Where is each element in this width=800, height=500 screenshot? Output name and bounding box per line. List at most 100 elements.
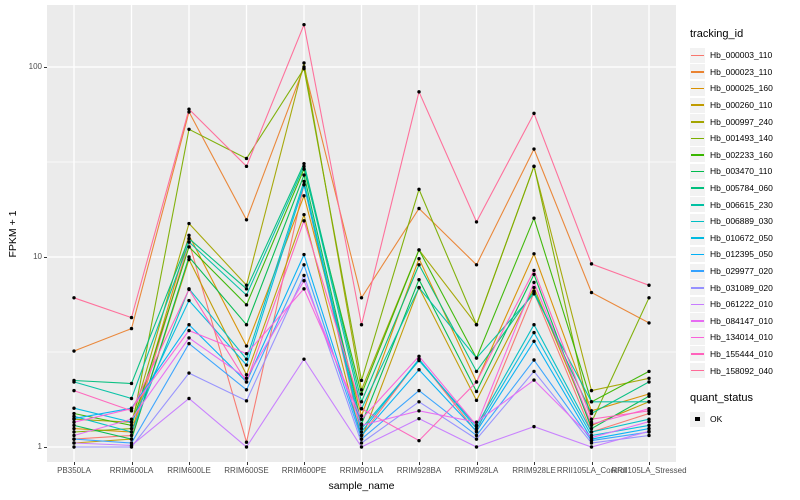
- data-point: [72, 437, 76, 441]
- data-point: [302, 173, 306, 177]
- data-point: [72, 441, 76, 445]
- y-tick-label-100: 100: [28, 62, 42, 71]
- legend-key-line-icon: [690, 180, 705, 196]
- data-point: [359, 437, 364, 441]
- legend-key-line-icon: [690, 147, 705, 163]
- data-point: [244, 440, 249, 444]
- data-point: [589, 411, 594, 416]
- data-point: [359, 433, 364, 438]
- quant-status-items: OK: [690, 411, 800, 428]
- legend-item-Hb_006615_230: Hb_006615_230: [690, 196, 800, 213]
- data-point: [647, 429, 651, 433]
- data-point: [302, 167, 306, 171]
- x-tick-mark: [476, 462, 478, 465]
- legend-line-swatch: [691, 336, 704, 339]
- x-tick-mark: [189, 462, 190, 465]
- y-tick-label-10: 10: [33, 252, 42, 261]
- data-point: [647, 411, 651, 416]
- data-point: [359, 388, 364, 392]
- data-point: [129, 409, 134, 413]
- legend-item-label: Hb_061222_010: [710, 299, 773, 310]
- legend-key-line-icon: [690, 296, 705, 312]
- data-point: [302, 164, 306, 169]
- data-point: [187, 233, 191, 238]
- legend-item-label: Hb_000260_110: [710, 100, 773, 111]
- data-point: [72, 423, 76, 428]
- data-point: [129, 381, 134, 386]
- legend-line-swatch: [691, 286, 704, 289]
- data-point: [474, 323, 479, 327]
- data-point: [302, 161, 306, 166]
- data-point: [417, 285, 421, 290]
- data-point: [532, 339, 536, 344]
- data-point: [647, 376, 651, 380]
- black-point-swatch: [695, 416, 700, 422]
- data-point: [244, 373, 249, 377]
- data-point: [359, 430, 364, 434]
- x-tick-mark: [304, 462, 305, 465]
- data-point: [72, 349, 76, 353]
- data-point: [589, 445, 594, 449]
- quant-status-item-OK: OK: [690, 411, 800, 428]
- data-point: [302, 61, 306, 65]
- legend-item-label: Hb_000997_240: [710, 116, 773, 127]
- data-point: [187, 396, 191, 401]
- data-point: [244, 445, 249, 449]
- data-point: [359, 378, 364, 383]
- data-point: [244, 293, 249, 297]
- data-point: [187, 328, 191, 333]
- data-point: [187, 255, 191, 259]
- data-point: [474, 220, 479, 224]
- data-point: [72, 430, 76, 434]
- data-point: [187, 336, 191, 340]
- legend-item-Hb_084147_010: Hb_084147_010: [690, 313, 800, 330]
- data-point: [359, 417, 364, 421]
- data-point: [302, 279, 306, 283]
- legend-item-Hb_012395_050: Hb_012395_050: [690, 246, 800, 263]
- data-point: [532, 424, 536, 429]
- data-point: [417, 388, 421, 393]
- y-tick-label-1: 1: [37, 442, 42, 451]
- data-point: [244, 164, 249, 169]
- data-point: [532, 323, 536, 327]
- data-point: [417, 400, 421, 404]
- data-point: [129, 396, 134, 401]
- data-point: [359, 407, 364, 411]
- data-point: [647, 283, 651, 287]
- data-point: [474, 380, 479, 384]
- legend-line-swatch: [691, 120, 704, 123]
- legend-line-swatch: [691, 303, 704, 306]
- data-point: [359, 400, 364, 404]
- data-point: [72, 388, 76, 393]
- data-point: [474, 426, 479, 431]
- legend-item-label: Hb_006615_230: [710, 199, 773, 210]
- data-point: [72, 420, 76, 424]
- legend-item-Hb_000260_110: Hb_000260_110: [690, 97, 800, 114]
- data-point: [532, 285, 536, 290]
- legend-line-swatch: [691, 320, 704, 322]
- legend-item-label: Hb_010672_050: [710, 232, 773, 243]
- data-point: [359, 392, 364, 396]
- legend-key-line-icon: [690, 197, 705, 213]
- data-point: [532, 358, 536, 362]
- data-point: [187, 323, 191, 327]
- data-point: [647, 409, 651, 413]
- legend-item-label: Hb_029977_020: [710, 266, 773, 277]
- data-point: [589, 400, 594, 404]
- x-tick-mark: [361, 462, 363, 465]
- legend-item-Hb_005784_060: Hb_005784_060: [690, 180, 800, 197]
- data-point: [187, 287, 191, 292]
- legend-item-label: Hb_134014_010: [710, 332, 773, 343]
- legend-key-line-icon: [690, 329, 705, 345]
- legend-item-Hb_000023_110: Hb_000023_110: [690, 64, 800, 81]
- legend-key-line-icon: [690, 64, 705, 80]
- data-point: [417, 90, 421, 94]
- legend-item-label: Hb_158092_040: [710, 365, 773, 376]
- data-point: [532, 378, 536, 382]
- legend-item-label: Hb_001493_140: [710, 133, 773, 144]
- x-axis-title: sample_name: [328, 480, 395, 492]
- x-tick-mark: [649, 462, 650, 465]
- x-tick-label-RRIM928BA: RRIM928BA: [396, 466, 442, 475]
- legend-item-label: Hb_000023_110: [710, 66, 773, 77]
- data-point: [244, 287, 249, 291]
